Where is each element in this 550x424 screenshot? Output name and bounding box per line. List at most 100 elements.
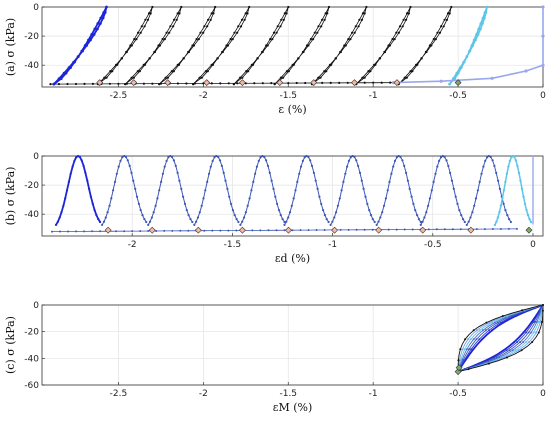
black-cycle-point	[323, 70, 326, 73]
black-cycle-point	[446, 12, 450, 15]
baseline-point	[338, 81, 341, 84]
spike-point	[91, 202, 94, 205]
spike-point	[200, 204, 203, 207]
spike-point	[432, 180, 435, 183]
x-tick-label: -2	[199, 91, 208, 101]
spike-point	[377, 220, 380, 223]
black-cycle-point	[391, 38, 394, 41]
black-cycle-point	[327, 5, 331, 9]
black-cycle-point	[202, 31, 205, 34]
spike-point	[185, 209, 188, 212]
black-cycle-point	[172, 25, 175, 28]
black-cycle-point	[163, 38, 166, 41]
spike-point	[255, 165, 258, 168]
black-cycle-point	[344, 44, 347, 47]
spike-series	[420, 155, 466, 226]
baseline-point	[211, 229, 214, 232]
unload-marker	[148, 226, 156, 234]
black-cycle-point	[415, 63, 418, 66]
black-cycle-point	[420, 57, 423, 60]
unload-marker	[164, 79, 172, 87]
spike-point	[405, 171, 408, 174]
axes-frame	[41, 304, 544, 386]
spike-point	[254, 172, 257, 175]
spike-point	[474, 197, 478, 200]
spike-point	[270, 179, 273, 182]
black-cycle-point	[200, 76, 203, 79]
spike-point	[371, 218, 374, 221]
black-cycle-point	[239, 76, 242, 79]
spike-point	[117, 165, 120, 168]
spike-point	[65, 189, 69, 192]
black-cycle-point	[349, 38, 352, 41]
spike-point	[504, 209, 507, 212]
lightblue-point	[541, 5, 545, 9]
black-cycle-point	[365, 5, 368, 9]
cyan-cycle-point	[468, 49, 472, 53]
x-tick-label: 0	[540, 389, 546, 399]
baseline-point	[283, 229, 286, 232]
baseline-point	[235, 229, 238, 232]
black-cycle-point	[142, 63, 145, 66]
spike-point	[357, 164, 360, 167]
black-cycle-point	[203, 25, 206, 28]
spike-point	[123, 154, 126, 158]
black-cycle-point	[176, 63, 179, 66]
black-cycle-point	[124, 83, 127, 86]
black-cycle-point	[178, 12, 181, 15]
spike-point	[438, 159, 441, 162]
y-tick-label: -40	[24, 354, 39, 364]
black-cycle-point	[158, 44, 162, 47]
spike-point	[281, 218, 284, 221]
loop-point	[457, 359, 460, 362]
cyan-spike-point	[508, 159, 512, 163]
loop-point	[481, 329, 484, 332]
baseline-point	[499, 228, 502, 230]
black-cycle-point	[136, 70, 139, 73]
spike-point	[497, 179, 500, 182]
spike-point	[218, 159, 222, 162]
spike-point	[309, 159, 312, 162]
baseline-point	[185, 82, 188, 85]
cyan-cycle-point	[481, 22, 484, 25]
cyan-spike-point	[528, 217, 531, 221]
cyan-cycle-point	[462, 60, 465, 64]
baseline-point	[291, 229, 294, 232]
black-cycle-point	[367, 70, 370, 73]
black-cycle-point	[373, 63, 376, 66]
baseline-point	[176, 82, 179, 85]
black-cycle-series	[274, 6, 330, 85]
black-cycle-point	[240, 18, 244, 21]
black-cycle-point	[139, 31, 142, 34]
spike-point	[147, 223, 150, 226]
spike-point	[77, 154, 80, 158]
black-cycle-point	[363, 76, 366, 79]
spike-point	[285, 220, 288, 223]
spike-point	[403, 164, 406, 167]
black-cycle-point	[153, 50, 156, 54]
black-cycle-point	[283, 12, 286, 15]
spike-point	[358, 171, 362, 174]
unload-marker	[96, 79, 104, 87]
black-cycle-point	[442, 25, 445, 28]
spike-point	[283, 223, 286, 226]
loop-point	[514, 349, 517, 352]
baseline-point	[66, 82, 69, 86]
baseline-point	[236, 82, 239, 85]
loop-point	[464, 338, 467, 341]
spike-point	[220, 164, 223, 167]
spike-point	[246, 204, 249, 207]
spike-point	[327, 220, 330, 224]
blue-cycle-point	[85, 44, 88, 47]
black-cycle-series	[192, 6, 250, 85]
spike-point	[272, 187, 275, 190]
baseline-point	[51, 230, 53, 233]
unload-marker	[419, 226, 427, 234]
black-cycle-point	[383, 50, 387, 54]
cyan-cycle-point	[479, 22, 483, 25]
black-cycle-point	[397, 31, 400, 34]
spike-point	[145, 220, 148, 224]
baseline-point	[491, 228, 494, 230]
spike-point	[364, 195, 367, 198]
